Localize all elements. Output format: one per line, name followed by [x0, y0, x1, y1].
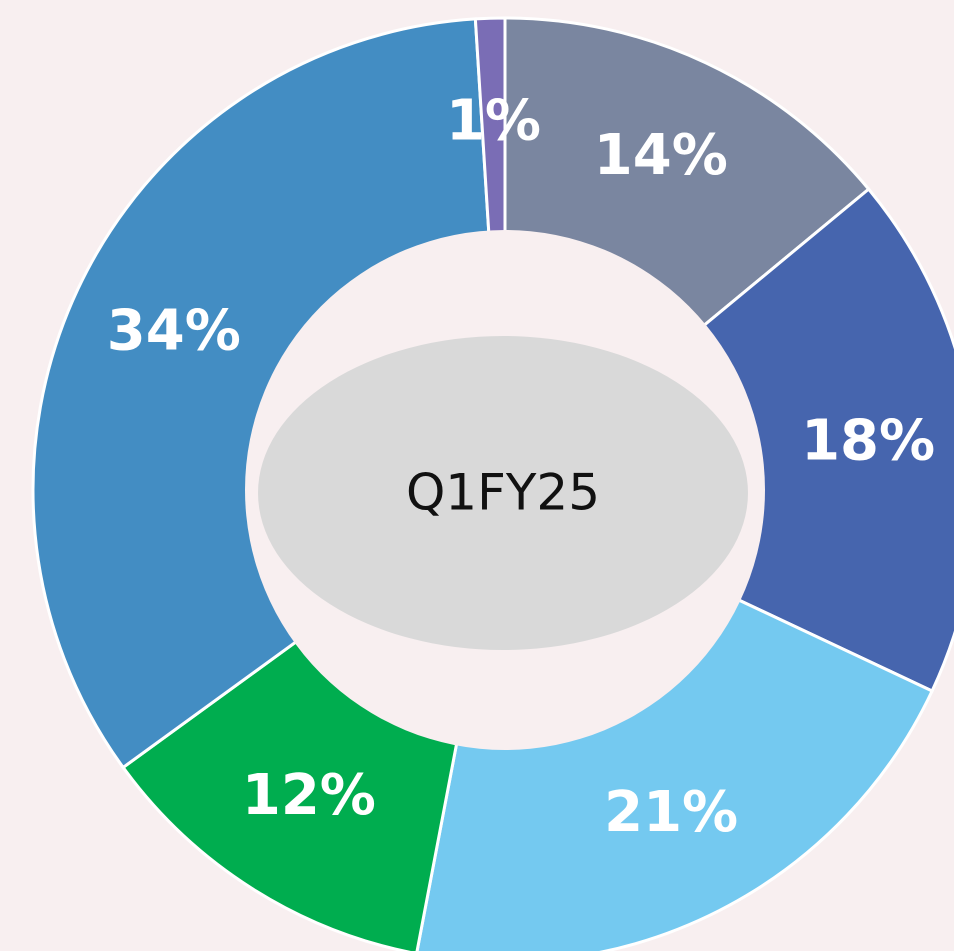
value-label: 34% — [107, 298, 241, 363]
value-label: 18% — [801, 408, 935, 473]
labels: 14% 18% 21% 12% 34% 1% — [107, 88, 935, 845]
value-label: 12% — [242, 763, 376, 828]
value-label: 14% — [594, 123, 728, 188]
center-ellipse — [258, 336, 748, 650]
value-label: 21% — [604, 780, 738, 845]
value-label: 1% — [446, 88, 541, 153]
center-label: Q1FY25 — [406, 464, 600, 522]
